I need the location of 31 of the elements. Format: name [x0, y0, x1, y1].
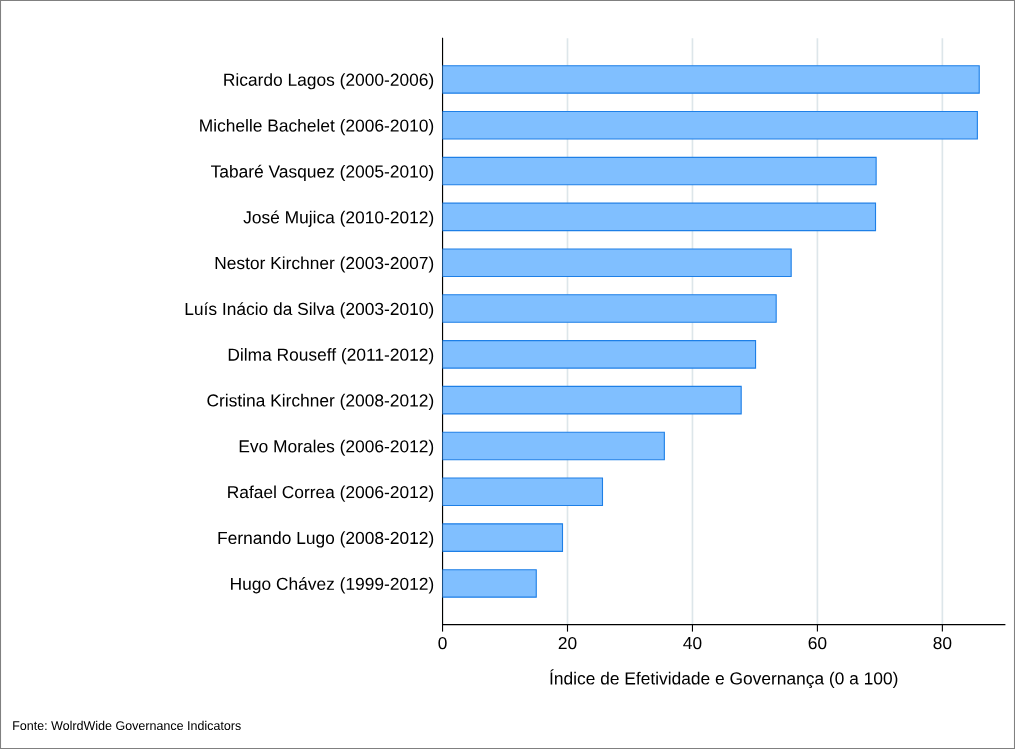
x-axis-title: Índice de Efetividade e Governança (0 a 100) — [550, 669, 898, 689]
bar — [442, 248, 792, 278]
y-tick-label: Cristina Kirchner (2008-2012) — [207, 393, 434, 411]
bar — [442, 340, 757, 369]
y-tick-label: Rafael Correa (2006-2012) — [228, 485, 434, 502]
y-tick-label: Fernando Lugo (2008-2012) — [218, 531, 434, 548]
x-tick-label: 40 — [683, 636, 702, 650]
y-tick-label: Nestor Kirchner (2003-2007) — [215, 256, 434, 273]
bar — [442, 156, 877, 186]
y-tick-label: Michelle Bachelet (2006-2010) — [200, 118, 434, 136]
x-tick-label: 20 — [558, 636, 577, 650]
y-tick-label: Hugo Chávez (1999-2012) — [231, 577, 434, 594]
bar — [442, 569, 537, 598]
bar — [442, 431, 665, 461]
x-tick-label: 0 — [438, 636, 447, 650]
y-tick-label: José Mujica (2010-2012) — [243, 210, 434, 227]
bar — [442, 65, 980, 94]
bar — [442, 294, 777, 323]
x-tick-label: 60 — [808, 636, 827, 650]
y-tick-label: Tabaré Vasquez (2005-2010) — [211, 164, 434, 182]
y-tick-label: Evo Morales (2006-2012) — [239, 439, 434, 456]
y-tick-label: Ricardo Lagos (2000-2006) — [224, 73, 434, 90]
bar — [442, 202, 877, 232]
source-note: Fonte: WolrdWide Governance Indicators — [13, 720, 241, 731]
bar — [442, 385, 742, 415]
y-tick-label: Dilma Rouseff (2011-2012) — [228, 348, 434, 365]
bar — [442, 110, 978, 140]
bar — [442, 523, 564, 552]
x-tick-label: 80 — [933, 636, 952, 650]
bar — [442, 477, 604, 507]
y-tick-label: Luís Inácio da Silva (2003-2010) — [185, 302, 434, 319]
